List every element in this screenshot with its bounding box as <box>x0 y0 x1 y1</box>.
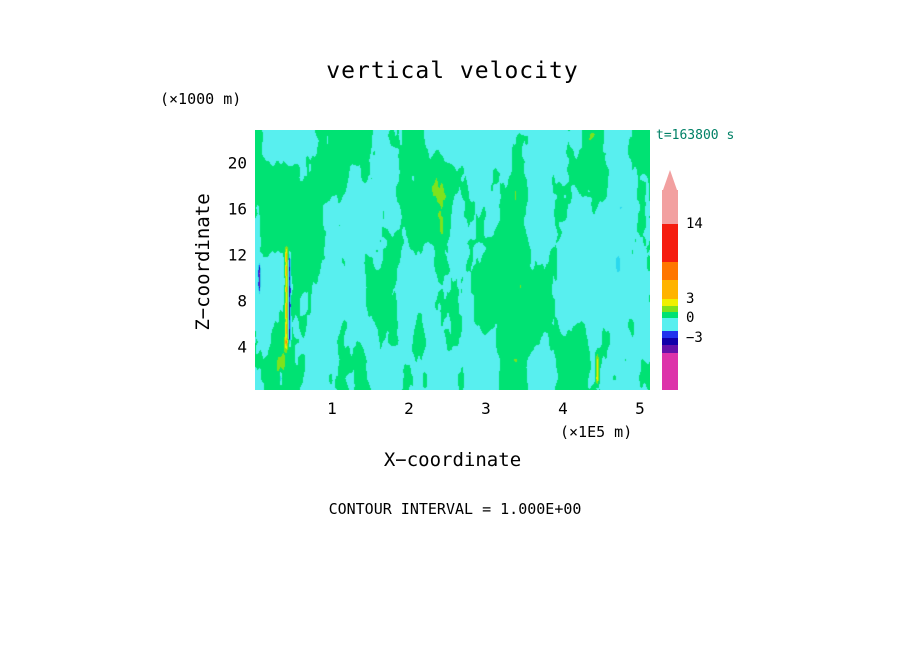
colorbar-segments <box>662 190 678 390</box>
contour-interval-text: CONTOUR INTERVAL = 1.000E+00 <box>328 500 582 518</box>
colorbar-segment <box>662 318 678 331</box>
x-tick-row: 1 2 3 4 5 <box>255 399 650 419</box>
colorbar-arrow-shape <box>663 170 677 190</box>
x-tick-label: 1 <box>327 399 337 418</box>
colorbar-arrow-icon <box>663 170 677 190</box>
colorbar-segment <box>662 353 678 390</box>
x-axis-label: X−coordinate <box>383 449 522 471</box>
colorbar-label: 3 <box>686 291 695 307</box>
z-tick-label: 16 <box>227 199 247 219</box>
colorbar <box>662 170 678 390</box>
z-tick-label: 8 <box>237 291 247 311</box>
z-tick-label: 20 <box>227 153 247 173</box>
colorbar-segment <box>662 280 678 299</box>
colorbar-segment <box>662 224 678 262</box>
colorbar-segment <box>662 345 678 353</box>
colorbar-segment <box>662 338 678 345</box>
z-tick-label: 12 <box>227 245 247 265</box>
x-tick-label: 2 <box>404 399 414 418</box>
colorbar-label: 14 <box>686 216 703 232</box>
colorbar-segment <box>662 190 678 224</box>
colorbar-label: −3 <box>686 330 703 346</box>
x-tick-label: 3 <box>481 399 491 418</box>
colorbar-label: 0 <box>686 310 695 326</box>
x-axis-unit: (×1E5 m) <box>560 423 633 441</box>
colorbar-segment <box>662 306 678 312</box>
x-tick-label: 4 <box>558 399 568 418</box>
z-tick-label: 4 <box>237 337 247 357</box>
colorbar-segment <box>662 331 678 338</box>
time-annotation: t=163800 s <box>656 128 735 143</box>
colorbar-labels: 14 3 0 −3 <box>686 170 732 390</box>
z-tick-column: 20 16 12 8 4 <box>203 130 247 390</box>
colorbar-segment <box>662 262 678 280</box>
colorbar-segment <box>662 299 678 306</box>
chart-title: vertical velocity <box>326 58 579 84</box>
contour-canvas <box>255 130 650 390</box>
y-axis-unit: (×1000 m) <box>160 90 242 108</box>
colorbar-segment <box>662 312 678 318</box>
x-tick-label: 5 <box>635 399 645 418</box>
